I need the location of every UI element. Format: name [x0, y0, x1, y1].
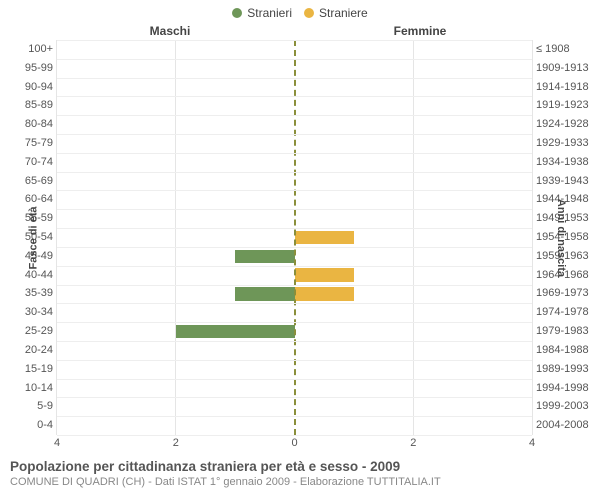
y-tick-left: 65-69: [25, 172, 53, 191]
y-tick-right: 1989-1993: [536, 360, 589, 379]
bar-female: [295, 287, 354, 301]
y-tick-left: 80-84: [25, 115, 53, 134]
x-axis: 024 24: [0, 437, 600, 451]
y-tick-left: 95-99: [25, 59, 53, 78]
x-ticks-male: 024: [57, 437, 295, 451]
y-tick-right: 1934-1938: [536, 153, 589, 172]
x-tick: 4: [54, 437, 60, 449]
bar-male: [235, 287, 294, 301]
x-tick: 4: [529, 437, 535, 449]
legend-item-male: Stranieri: [232, 6, 292, 20]
y-tick-left: 85-89: [25, 96, 53, 115]
y-tick-right: 1924-1928: [536, 115, 589, 134]
y-axis-title-right: Anni di nascita: [555, 198, 567, 276]
bar-male: [176, 325, 295, 339]
header-male: Maschi: [0, 24, 295, 38]
legend-swatch-female: [304, 8, 314, 18]
x-tick: 2: [410, 437, 416, 449]
y-tick-left: 90-94: [25, 78, 53, 97]
bars-male: [57, 40, 295, 435]
y-tick-left: 25-29: [25, 322, 53, 341]
y-tick-right: 1909-1913: [536, 59, 589, 78]
y-tick-left: 20-24: [25, 341, 53, 360]
column-headers: Maschi Femmine: [0, 24, 600, 38]
y-tick-right: 1969-1973: [536, 285, 589, 304]
legend-item-female: Straniere: [304, 6, 368, 20]
bar-male: [235, 250, 294, 264]
center-axis: [294, 40, 296, 435]
y-axis-title-left: Fasce di età: [27, 206, 39, 269]
y-tick-right: 1914-1918: [536, 78, 589, 97]
y-tick-right: 1999-2003: [536, 397, 589, 416]
plot-female: [295, 40, 533, 435]
y-tick-right: 1984-1988: [536, 341, 589, 360]
y-tick-right: ≤ 1908: [536, 40, 570, 59]
x-tick: 2: [173, 437, 179, 449]
y-tick-right: 2004-2008: [536, 416, 589, 435]
y-tick-left: 100+: [28, 40, 53, 59]
y-tick-right: 1979-1983: [536, 322, 589, 341]
chart-title: Popolazione per cittadinanza straniera p…: [10, 459, 590, 474]
legend: Stranieri Straniere: [0, 0, 600, 20]
y-tick-right: 1994-1998: [536, 379, 589, 398]
y-tick-right: 1919-1923: [536, 96, 589, 115]
plot: [57, 40, 532, 435]
y-tick-right: 1939-1943: [536, 172, 589, 191]
x-ticks-female: 24: [295, 437, 533, 451]
legend-label-female: Straniere: [319, 6, 368, 20]
bar-female: [295, 231, 354, 245]
bar-female: [295, 268, 354, 282]
y-tick-left: 0-4: [37, 416, 53, 435]
y-tick-right: 1929-1933: [536, 134, 589, 153]
y-tick-left: 10-14: [25, 379, 53, 398]
y-tick-right: 1974-1978: [536, 303, 589, 322]
chart-area: Fasce di età Anni di nascita 100+95-9990…: [0, 40, 600, 435]
y-tick-left: 70-74: [25, 153, 53, 172]
chart-subtitle: COMUNE DI QUADRI (CH) - Dati ISTAT 1° ge…: [10, 476, 590, 488]
legend-label-male: Stranieri: [247, 6, 292, 20]
y-tick-left: 75-79: [25, 134, 53, 153]
y-tick-left: 30-34: [25, 303, 53, 322]
plot-male: [57, 40, 295, 435]
y-tick-left: 35-39: [25, 285, 53, 304]
header-female: Femmine: [295, 24, 600, 38]
y-tick-left: 5-9: [37, 397, 53, 416]
legend-swatch-male: [232, 8, 242, 18]
y-tick-left: 15-19: [25, 360, 53, 379]
footer: Popolazione per cittadinanza straniera p…: [0, 451, 600, 488]
